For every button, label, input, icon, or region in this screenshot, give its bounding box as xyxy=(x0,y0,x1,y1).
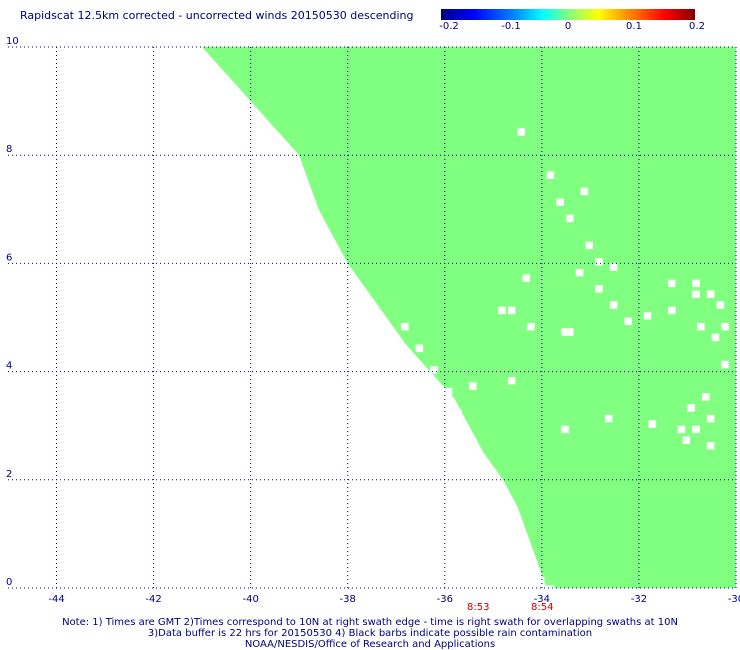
colorbar-tick: 0 xyxy=(564,21,572,32)
missing-cell xyxy=(561,425,569,434)
x-tick-label: -40 xyxy=(242,594,258,605)
missing-cell xyxy=(546,171,555,179)
missing-cell xyxy=(454,409,463,417)
missing-cell xyxy=(706,441,715,450)
missing-cell xyxy=(711,333,720,342)
missing-cell xyxy=(464,431,472,439)
missing-cell xyxy=(444,387,453,396)
missing-cell xyxy=(721,360,729,369)
missing-cell xyxy=(556,198,564,206)
missing-cell xyxy=(469,382,477,390)
missing-cell xyxy=(575,268,584,277)
x-tick-label: -42 xyxy=(145,594,161,605)
missing-cell xyxy=(643,312,652,320)
colorbar xyxy=(441,9,695,20)
missing-cell xyxy=(415,344,424,353)
missing-cell xyxy=(609,301,618,309)
missing-cell xyxy=(595,257,603,266)
missing-cell xyxy=(702,393,710,401)
swath-coverage xyxy=(202,47,737,588)
chart-title: Rapidscat 12.5km corrected - uncorrected… xyxy=(20,9,414,22)
missing-cell xyxy=(430,366,438,374)
swath-time-label: 8:54 xyxy=(531,602,554,613)
missing-cell xyxy=(706,414,715,423)
missing-cell xyxy=(604,414,613,423)
missing-cell xyxy=(648,420,657,428)
note-line: 3)Data buffer is 22 hrs for 20150530 4) … xyxy=(147,628,593,639)
missing-cell xyxy=(692,425,700,434)
missing-cell xyxy=(580,187,589,196)
missing-cell xyxy=(488,485,496,493)
x-tick-label: -30 xyxy=(728,594,740,605)
missing-cell xyxy=(527,322,535,331)
missing-cell xyxy=(498,306,506,315)
y-tick-label: 8 xyxy=(6,144,12,155)
missing-cell xyxy=(706,290,715,298)
swath-time-label: 8:53 xyxy=(467,602,490,613)
missing-cell xyxy=(561,328,569,336)
missing-data-layer xyxy=(401,128,729,593)
x-tick-label: -38 xyxy=(340,594,356,605)
note-line: Note: 1) Times are GMT 2)Times correspon… xyxy=(62,617,678,628)
missing-cell xyxy=(507,377,516,385)
missing-cell xyxy=(522,274,530,282)
colorbar-tick: -0.2 xyxy=(439,21,459,32)
missing-cell xyxy=(692,279,700,288)
missing-cell xyxy=(507,306,516,315)
missing-cell xyxy=(609,263,618,271)
missing-cell xyxy=(668,306,676,315)
x-tick-label: -34 xyxy=(534,594,550,605)
missing-cell xyxy=(692,290,700,298)
missing-cell xyxy=(566,328,574,336)
colorbar-tick: -0.1 xyxy=(501,21,521,32)
missing-cell xyxy=(537,577,545,585)
colorbar-tick: 0.2 xyxy=(689,21,705,32)
missing-cell xyxy=(624,317,632,325)
axis-labels: -44 -42 -40 -38 -36 -34 -32 -30 0 2 4 6 8 10 xyxy=(6,36,740,605)
x-tick-label: -36 xyxy=(437,594,453,605)
missing-cell xyxy=(595,285,603,293)
y-tick-label: 10 xyxy=(6,36,19,47)
missing-cell xyxy=(668,279,676,288)
missing-cell xyxy=(682,436,691,445)
missing-cell xyxy=(687,404,695,412)
missing-cell xyxy=(546,585,555,593)
swath-layer xyxy=(202,47,737,588)
y-tick-label: 2 xyxy=(6,469,12,480)
grid-layer xyxy=(8,46,737,589)
x-tick-label: -44 xyxy=(48,594,64,605)
y-tick-label: 0 xyxy=(6,577,12,588)
missing-cell xyxy=(585,241,594,250)
missing-cell xyxy=(527,566,535,574)
missing-cell xyxy=(401,322,409,331)
missing-cell xyxy=(498,512,506,520)
y-tick-label: 4 xyxy=(6,361,12,372)
missing-cell xyxy=(697,322,705,331)
note-line: NOAA/NESDIS/Office of Research and Appli… xyxy=(244,639,496,650)
missing-cell xyxy=(716,301,725,309)
missing-cell xyxy=(721,322,729,331)
missing-cell xyxy=(517,128,526,136)
missing-cell xyxy=(677,425,686,434)
missing-cell xyxy=(512,539,521,547)
x-tick-label: -32 xyxy=(631,594,647,605)
missing-cell xyxy=(473,458,482,466)
y-tick-label: 6 xyxy=(6,252,12,263)
colorbar-tick: 0.1 xyxy=(626,21,642,32)
missing-cell xyxy=(566,214,574,223)
